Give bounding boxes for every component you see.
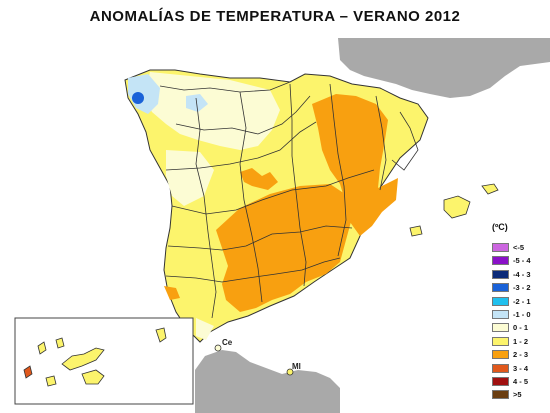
legend-label: 1 - 2	[513, 336, 529, 346]
legend-label: -5 - 4	[513, 256, 531, 266]
zone-neg3-2-spot	[132, 92, 144, 104]
legend-swatch	[492, 283, 509, 293]
place-label-melilla: Ml	[292, 362, 301, 371]
legend-item: 3 - 4	[492, 363, 550, 374]
zone-neg1-0-galicia	[128, 74, 160, 114]
africa-land	[195, 350, 340, 413]
legend-swatch	[492, 269, 509, 279]
legend-item: 0 - 1	[492, 322, 550, 333]
ibiza-island	[409, 225, 423, 237]
legend-item: -5 - 4	[492, 255, 550, 266]
legend-label: >5	[513, 390, 522, 400]
legend-swatch	[492, 377, 509, 386]
legend-item: -2 - 1	[492, 296, 550, 307]
mallorca-island	[443, 195, 471, 219]
menorca-island	[481, 183, 499, 195]
legend-item: 2 - 3	[492, 349, 550, 360]
melilla-dot	[286, 368, 294, 376]
legend-swatch	[492, 363, 509, 373]
legend-item: -4 - 3	[492, 269, 550, 280]
legend-swatch	[492, 336, 509, 346]
legend-label: 0 - 1	[513, 323, 529, 333]
legend-item: >5	[492, 389, 550, 400]
legend-item: -3 - 2	[492, 282, 550, 293]
zone-0-1-south	[196, 318, 214, 340]
legend-swatch	[492, 256, 509, 266]
canary-inset-frame	[14, 317, 194, 405]
legend-label: -3 - 2	[513, 283, 531, 293]
legend-label: -4 - 3	[513, 269, 531, 279]
legend-swatch	[492, 296, 509, 306]
canary-islands	[23, 327, 167, 387]
legend-item: 4 - 5	[492, 376, 550, 387]
zone-2-3-southwest	[164, 286, 180, 300]
place-label-ceuta: Ce	[222, 338, 233, 347]
zone-0-1-west	[166, 150, 214, 206]
legend-item: 1 - 2	[492, 336, 550, 347]
zone-2-3-center	[216, 184, 352, 312]
legend-label: 4 - 5	[513, 377, 529, 386]
legend-label: 2 - 3	[513, 350, 529, 360]
france-land	[338, 38, 550, 98]
legend-item: -1 - 0	[492, 309, 550, 320]
legend-unit: (ºC)	[492, 222, 508, 232]
map-title: ANOMALÍAS DE TEMPERATURA – VERANO 2012	[89, 8, 461, 25]
zone-2-3-aragon	[312, 94, 398, 236]
legend-label: 3 - 4	[513, 363, 529, 373]
legend-label: <-5	[513, 243, 525, 252]
legend-item: <-5	[492, 242, 550, 253]
legend-swatch	[492, 390, 509, 400]
province-borders	[159, 81, 419, 319]
legend-swatch	[492, 350, 509, 360]
legend-swatch	[492, 310, 509, 319]
zone-2-3-madrid	[240, 168, 278, 190]
legend-label: -2 - 1	[513, 296, 531, 306]
ceuta-dot	[214, 344, 222, 352]
legend-label: -1 - 0	[513, 310, 531, 319]
legend-swatch	[492, 323, 509, 333]
legend-swatch	[492, 243, 509, 252]
